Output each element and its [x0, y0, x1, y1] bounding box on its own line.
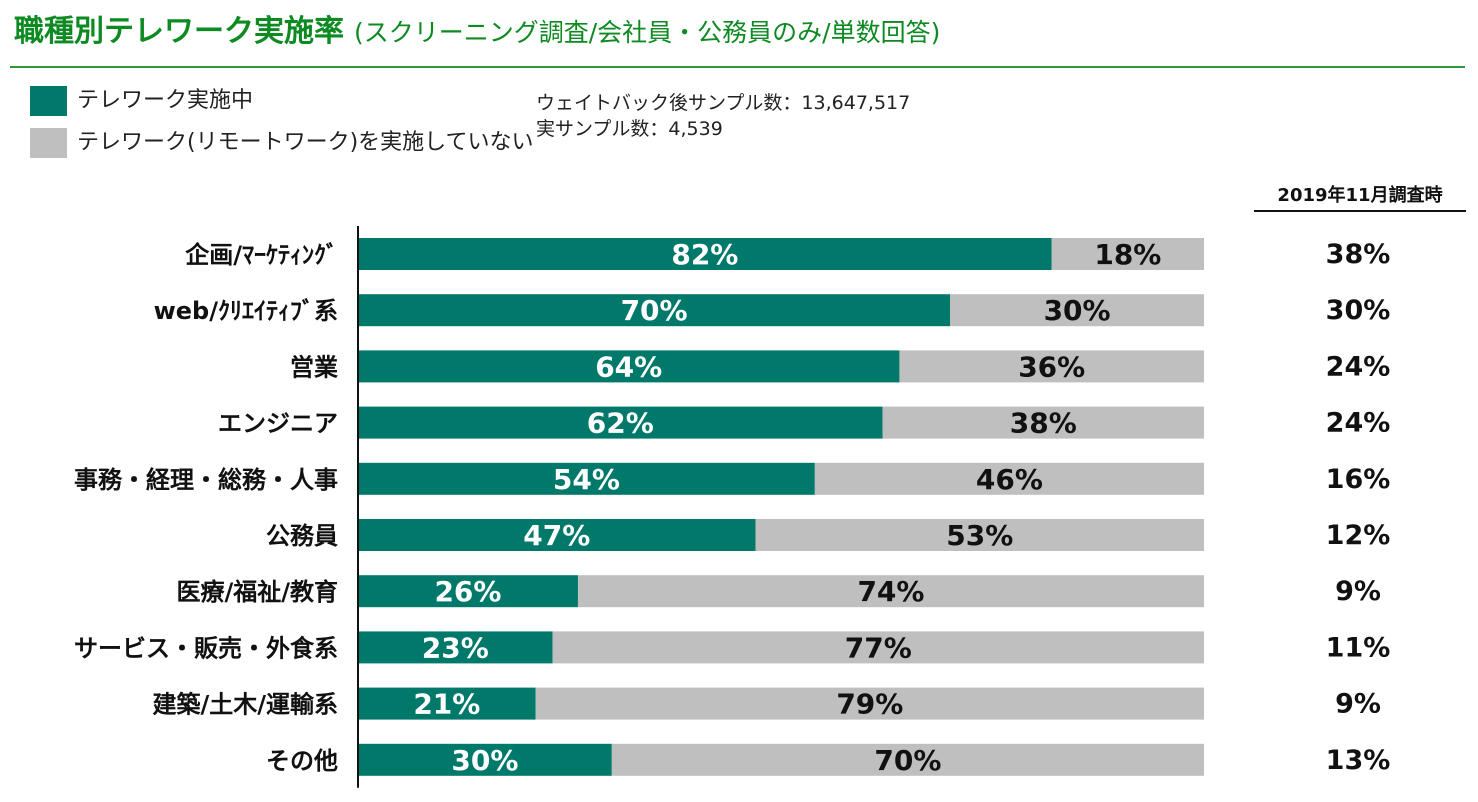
- comparison-value: 38%: [1326, 239, 1391, 270]
- data-label-not-teleworking: 77%: [845, 631, 912, 664]
- category-label: エンジニア: [218, 410, 338, 438]
- data-label-teleworking: 23%: [422, 631, 489, 664]
- title-divider: [10, 66, 1465, 68]
- category-label: 企画/ﾏｰｹﾃｨﾝｸﾞ: [185, 241, 338, 269]
- weighted-sample-count: ウェイトバック後サンプル数：13,647,517: [536, 92, 911, 114]
- data-label-not-teleworking: 53%: [946, 519, 1013, 552]
- data-label-not-teleworking: 74%: [857, 575, 924, 608]
- bar-not-teleworking: [755, 519, 1204, 551]
- category-label: web/ｸﾘｴｲﾃｨﾌﾞ系: [154, 297, 338, 325]
- bar-not-teleworking: [552, 631, 1204, 664]
- legend-label-not-teleworking: テレワーク(リモートワーク)を実施していない: [77, 130, 534, 155]
- comparison-value: 16%: [1326, 464, 1391, 495]
- bar-teleworking: [358, 743, 612, 776]
- bar-not-teleworking: [611, 743, 1204, 776]
- actual-sample-count: 実サンプル数：4,539: [536, 118, 723, 140]
- comparison-value: 9%: [1335, 576, 1381, 607]
- category-label: 医療/福祉/教育: [176, 578, 338, 606]
- comparison-value: 24%: [1326, 351, 1391, 382]
- bar-not-teleworking: [535, 687, 1204, 720]
- data-label-not-teleworking: 18%: [1094, 238, 1161, 271]
- data-label-not-teleworking: 46%: [976, 463, 1043, 496]
- bar-not-teleworking: [814, 462, 1204, 495]
- comparison-column-header: 2019年11月調査時: [1277, 185, 1443, 206]
- comparison-header-underline: [1254, 210, 1466, 212]
- category-label: 営業: [290, 353, 338, 381]
- bar-teleworking: [358, 406, 883, 439]
- data-label-teleworking: 30%: [451, 744, 518, 777]
- category-label: 事務・経理・総務・人事: [74, 466, 338, 494]
- category-label: サービス・販売・外食系: [74, 634, 338, 662]
- comparison-value: 30%: [1326, 295, 1391, 326]
- data-label-not-teleworking: 38%: [1010, 407, 1077, 440]
- bar-teleworking: [358, 294, 951, 327]
- chart-title-sub: (スクリーニング調査/会社員・公務員のみ/単数回答): [354, 18, 941, 47]
- legend-swatch-teleworking: [30, 86, 67, 116]
- data-label-teleworking: 70%: [621, 294, 688, 327]
- chart-title: 職種別テレワーク実施率 (スクリーニング調査/会社員・公務員のみ/単数回答): [14, 12, 940, 53]
- bar-not-teleworking: [950, 294, 1204, 327]
- comparison-value: 9%: [1335, 689, 1381, 720]
- data-label-not-teleworking: 70%: [874, 744, 941, 777]
- bar-teleworking: [358, 631, 553, 664]
- legend-swatch-not-teleworking: [30, 128, 67, 158]
- data-label-not-teleworking: 79%: [836, 688, 903, 721]
- bar-not-teleworking: [1051, 238, 1204, 270]
- data-label-teleworking: 82%: [671, 238, 738, 271]
- bar-not-teleworking: [899, 350, 1204, 383]
- data-label-teleworking: 26%: [434, 575, 501, 608]
- category-label: 公務員: [266, 522, 338, 550]
- bar-teleworking: [358, 575, 578, 608]
- bar-teleworking: [358, 519, 756, 551]
- data-label-teleworking: 47%: [523, 519, 590, 552]
- bar-teleworking: [358, 350, 900, 383]
- comparison-value: 12%: [1326, 520, 1391, 551]
- category-label: その他: [266, 747, 338, 775]
- legend-label-teleworking: テレワーク実施中: [77, 88, 254, 113]
- data-label-teleworking: 21%: [413, 688, 480, 721]
- comparison-value: 13%: [1326, 745, 1391, 776]
- comparison-value: 11%: [1326, 632, 1391, 663]
- comparison-value: 24%: [1326, 408, 1391, 439]
- data-label-not-teleworking: 30%: [1044, 294, 1111, 327]
- bar-not-teleworking: [882, 406, 1204, 439]
- bar-teleworking: [358, 238, 1052, 270]
- bar-teleworking: [358, 462, 815, 495]
- chart-title-main: 職種別テレワーク実施率: [14, 14, 344, 49]
- category-label: 建築/土木/運輸系: [152, 691, 338, 719]
- bar-teleworking: [358, 687, 536, 720]
- bar-not-teleworking: [577, 575, 1204, 608]
- data-label-teleworking: 54%: [553, 463, 620, 496]
- data-label-teleworking: 62%: [587, 407, 654, 440]
- data-label-teleworking: 64%: [595, 350, 662, 383]
- data-label-not-teleworking: 36%: [1018, 350, 1085, 383]
